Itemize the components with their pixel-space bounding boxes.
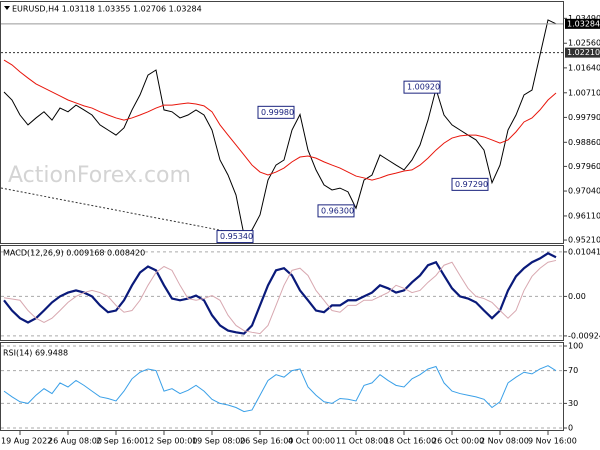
x-tick-label: 18 Oct 16:00 [384, 437, 436, 446]
y-tick-label: 70 [568, 366, 578, 375]
series-line [3, 259, 557, 335]
x-tick-label: 11 Oct 08:00 [336, 437, 388, 446]
price-annotation: 0.96300 [321, 206, 354, 215]
y-tick-label: 0.99790 [568, 113, 600, 122]
price-annotation-box [257, 105, 295, 119]
y-tick-label: 0.98860 [568, 138, 600, 147]
x-tick-label: 12 Sep 00:00 [144, 437, 197, 446]
series-line [3, 59, 557, 181]
x-tick-label: 26 Sep 16:00 [240, 437, 293, 446]
price-annotation: 0.97290 [455, 180, 488, 189]
price-annotation-box [317, 204, 355, 218]
watermark: ActionForex.com [8, 163, 191, 188]
series-line [3, 252, 557, 335]
rsi-panel-frame [0, 342, 564, 431]
y-tick-label: 1.02560 [568, 39, 600, 48]
level-label: 1.02210 [567, 48, 600, 57]
panel-title: RSI(14) 69.9488 [3, 349, 68, 358]
price-annotation-box [403, 80, 441, 94]
price-annotation-box [451, 177, 489, 191]
last-price-label: 1.03284 [567, 19, 600, 28]
x-tick-label: 19 Sep 08:00 [192, 437, 245, 446]
y-tick-label: 0 [568, 424, 573, 433]
x-tick-label: 9 Nov 16:00 [528, 437, 577, 446]
series-line [3, 19, 557, 236]
x-tick-label: 26 Aug 08:00 [48, 437, 102, 446]
x-tick-label: 2 Nov 08:00 [480, 437, 529, 446]
y-tick-label: 0.95210 [568, 236, 600, 245]
y-tick-label: 0.97960 [568, 162, 600, 171]
series-line [3, 365, 557, 413]
y-tick-label: 0.00 [568, 292, 586, 301]
panel-title: EURUSD,H4 1.03118 1.03355 1.02706 1.0328… [12, 5, 202, 14]
y-tick-label: 100 [568, 342, 583, 351]
y-tick-label: 0.96110 [568, 211, 600, 220]
price-panel-frame [0, 1, 564, 244]
y-tick-label: 30 [568, 399, 578, 408]
y-tick-label: 1.01640 [568, 63, 600, 72]
macd-panel-frame [0, 245, 564, 341]
price-annotation: 0.99980 [261, 108, 294, 117]
y-tick-label: 1.03490 [568, 14, 600, 23]
price-annotation: 1.00920 [407, 83, 440, 92]
panel-title: MACD(12,26,9) 0.009168 0.008420 [3, 249, 145, 258]
x-tick-label: 19 Aug 2022 [1, 437, 52, 446]
trend-line [0, 187, 241, 235]
y-tick-label: 0.97040 [568, 187, 600, 196]
last-price-box [565, 18, 600, 29]
level-label-box [565, 47, 600, 58]
symbol-marker [4, 6, 10, 10]
x-tick-label: 2 Sep 16:00 [96, 437, 144, 446]
x-tick-label: 4 Oct 00:00 [288, 437, 335, 446]
y-tick-label: 1.00710 [568, 88, 600, 97]
x-tick-label: 26 Oct 00:00 [432, 437, 484, 446]
y-tick-label: -0.009244 [568, 331, 600, 340]
price-annotation: 0.95340 [220, 232, 253, 241]
y-tick-label: 0.010415 [568, 247, 600, 256]
price-annotation-box [216, 230, 254, 244]
